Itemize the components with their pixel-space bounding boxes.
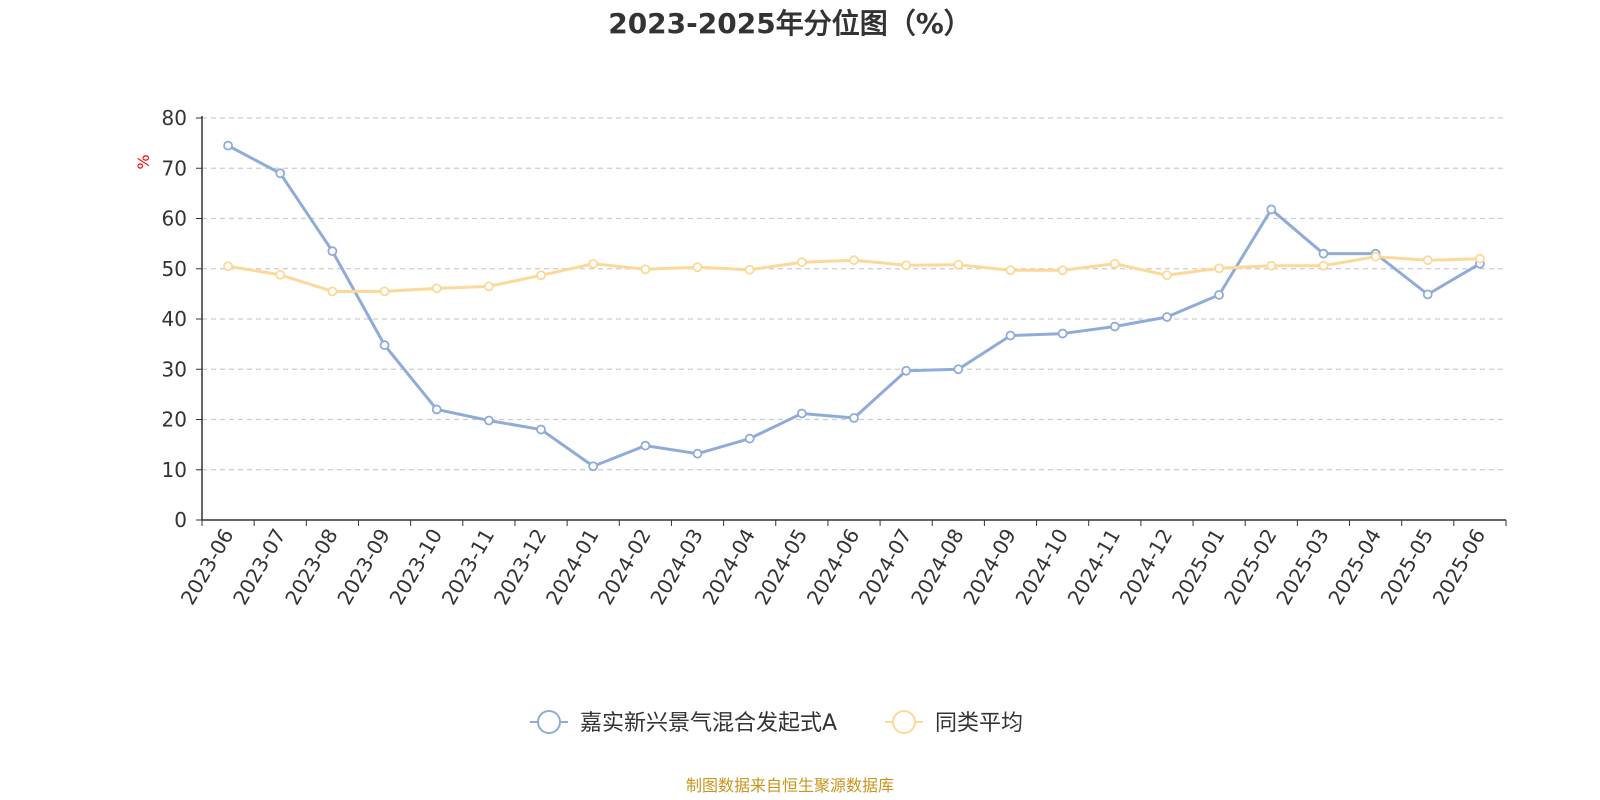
y-tick-label: 80 (162, 106, 187, 130)
data-point[interactable] (327, 246, 338, 257)
legend-item[interactable]: 嘉实新兴景气混合发起式A (530, 710, 837, 736)
data-point[interactable] (953, 259, 964, 270)
data-point[interactable] (536, 424, 546, 435)
data-point[interactable] (1422, 289, 1433, 300)
data-point[interactable] (536, 270, 546, 281)
data-point[interactable] (953, 364, 964, 375)
data-point[interactable] (223, 140, 233, 151)
data-point[interactable] (431, 283, 442, 294)
y-tick-label: 50 (162, 257, 187, 281)
data-point[interactable] (849, 255, 859, 266)
y-tick-label: 20 (162, 408, 187, 432)
axes: 010203040506070802023-062023-072023-0820… (162, 106, 1507, 609)
data-point[interactable] (1162, 270, 1172, 281)
data-point[interactable] (1370, 251, 1381, 262)
data-point[interactable] (223, 261, 233, 272)
legend[interactable]: 嘉实新兴景气混合发起式A 同类平均 (530, 710, 1023, 736)
chart-title: 2023-2025年分位图（%） (608, 7, 972, 40)
series-0 (223, 140, 1485, 472)
data-point[interactable] (275, 168, 286, 179)
data-point[interactable] (483, 281, 494, 292)
data-point[interactable] (1266, 204, 1277, 215)
data-point[interactable] (1318, 260, 1329, 271)
data-point[interactable] (483, 415, 494, 426)
y-tick-label: 70 (162, 156, 187, 180)
data-point[interactable] (796, 257, 807, 268)
data-point[interactable] (744, 264, 755, 275)
y-tick-label: 60 (162, 207, 187, 231)
data-point[interactable] (275, 269, 286, 280)
data-point[interactable] (796, 408, 807, 419)
y-axis-unit: % (134, 154, 153, 169)
data-point[interactable] (379, 340, 390, 351)
data-point[interactable] (1109, 321, 1120, 332)
data-point[interactable] (692, 262, 703, 273)
data-point[interactable] (640, 440, 651, 451)
data-point[interactable] (1109, 258, 1120, 269)
data-point[interactable] (1005, 330, 1016, 341)
data-point[interactable] (379, 286, 390, 297)
data-point[interactable] (431, 404, 442, 415)
data-point[interactable] (1057, 265, 1068, 276)
data-point[interactable] (1057, 328, 1068, 339)
legend-swatch-marker (537, 710, 561, 734)
legend-label: 嘉实新兴景气混合发起式A (580, 711, 837, 736)
legend-label: 同类平均 (935, 711, 1023, 736)
y-tick-label: 10 (162, 458, 187, 482)
data-point[interactable] (1214, 289, 1225, 300)
data-point[interactable] (1475, 253, 1485, 264)
legend-swatch-marker (892, 710, 916, 734)
series-1 (223, 251, 1485, 297)
data-point[interactable] (1214, 263, 1225, 274)
data-point[interactable] (1005, 265, 1016, 276)
y-tick-label: 30 (162, 357, 187, 381)
data-point[interactable] (901, 365, 912, 376)
data-source-note: 制图数据来自恒生聚源数据库 (686, 776, 894, 795)
data-point[interactable] (692, 448, 703, 459)
series-lines (223, 140, 1485, 472)
data-point[interactable] (849, 413, 859, 423)
y-tick-label: 0 (174, 508, 187, 532)
data-point[interactable] (588, 258, 599, 269)
data-point[interactable] (640, 264, 651, 275)
data-point[interactable] (588, 461, 599, 472)
data-point[interactable] (744, 433, 755, 444)
legend-item[interactable]: 同类平均 (885, 710, 1023, 736)
data-point[interactable] (901, 260, 912, 271)
data-point[interactable] (1162, 312, 1172, 322)
y-tick-label: 40 (162, 307, 187, 331)
data-point[interactable] (1318, 248, 1329, 259)
data-point[interactable] (1422, 255, 1433, 266)
data-point[interactable] (1266, 260, 1277, 271)
data-point[interactable] (327, 286, 338, 297)
